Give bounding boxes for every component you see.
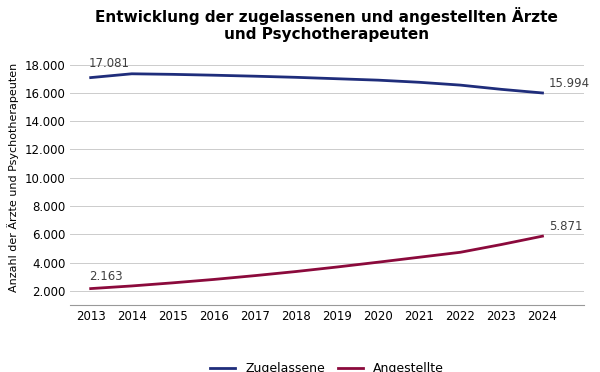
Angestellte xyxy=(457,250,464,254)
Zugelassene xyxy=(128,71,136,76)
Zugelassene xyxy=(457,83,464,87)
Zugelassene xyxy=(416,80,423,84)
Text: 15.994: 15.994 xyxy=(548,77,590,90)
Zugelassene xyxy=(210,73,217,77)
Title: Entwicklung der zugelassenen und angestellten Ärzte
und Psychotherapeuten: Entwicklung der zugelassenen und angeste… xyxy=(95,7,558,42)
Zugelassene xyxy=(169,72,176,77)
Angestellte xyxy=(416,255,423,259)
Text: 17.081: 17.081 xyxy=(89,57,130,70)
Zugelassene xyxy=(292,75,299,80)
Legend: Zugelassene, Angestellte: Zugelassene, Angestellte xyxy=(205,357,448,372)
Line: Zugelassene: Zugelassene xyxy=(91,74,542,93)
Angestellte xyxy=(292,269,299,274)
Angestellte xyxy=(169,280,176,285)
Zugelassene xyxy=(87,76,94,80)
Zugelassene xyxy=(334,77,341,81)
Angestellte xyxy=(251,273,259,278)
Line: Angestellte: Angestellte xyxy=(91,236,542,289)
Zugelassene xyxy=(374,78,382,82)
Zugelassene xyxy=(251,74,259,78)
Zugelassene xyxy=(539,91,546,95)
Text: 2.163: 2.163 xyxy=(89,270,122,283)
Zugelassene xyxy=(498,87,505,92)
Angestellte xyxy=(498,242,505,247)
Text: 5.871: 5.871 xyxy=(548,220,582,233)
Angestellte xyxy=(374,260,382,264)
Y-axis label: Anzahl der Ärzte und Psychotherapeuten: Anzahl der Ärzte und Psychotherapeuten xyxy=(7,63,19,292)
Angestellte xyxy=(334,265,341,269)
Angestellte xyxy=(87,286,94,291)
Angestellte xyxy=(210,277,217,282)
Angestellte xyxy=(128,284,136,288)
Angestellte xyxy=(539,234,546,238)
